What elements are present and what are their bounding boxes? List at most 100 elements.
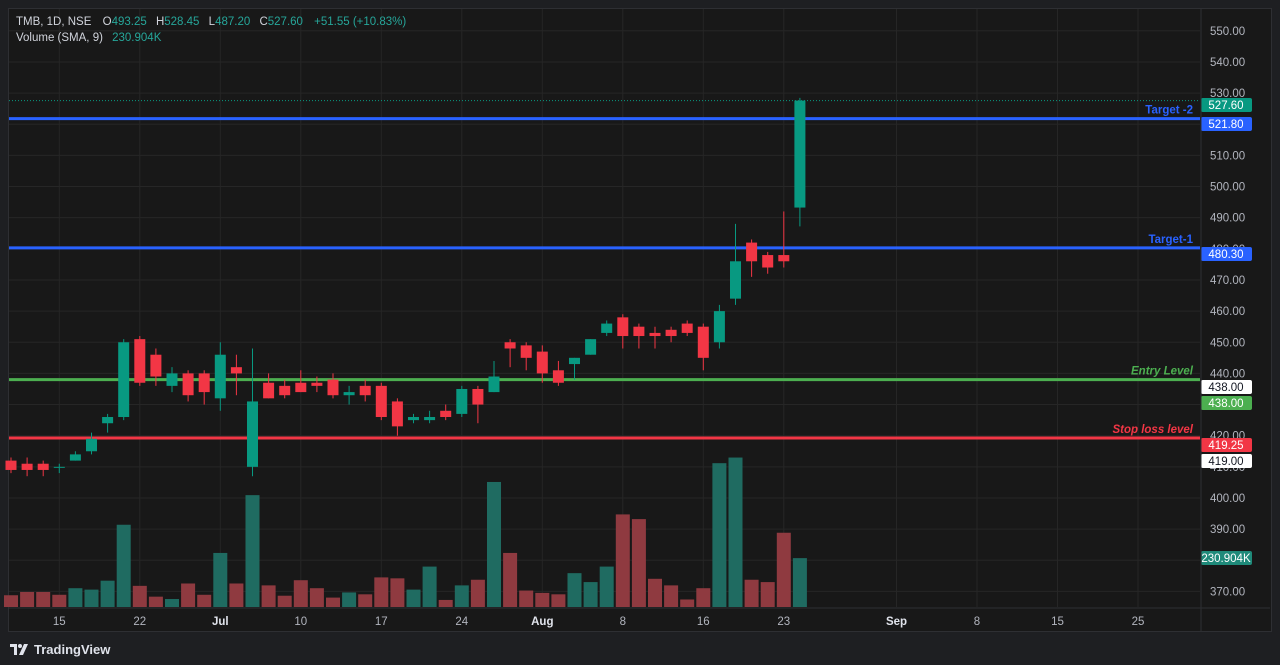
x-tick-label: 23: [777, 616, 790, 628]
candle-body: [504, 342, 516, 349]
volume-bar: [551, 594, 566, 607]
volume-bar: [728, 457, 743, 607]
volume-bar: [326, 597, 340, 607]
volume-bar: [4, 595, 18, 607]
y-tick-label: 440.00: [1210, 368, 1245, 380]
volume-bar: [197, 594, 212, 607]
volume-bar: [165, 599, 179, 607]
volume-bar: [68, 588, 83, 607]
stop-loss-alt-badge: 419.00: [1208, 456, 1243, 468]
candle-body: [794, 100, 806, 208]
candle-body: [649, 332, 661, 337]
label-target-1: Target-1: [1148, 234, 1193, 246]
volume-bar: [358, 594, 373, 607]
volume-bar: [776, 532, 791, 607]
volume-bar: [293, 580, 308, 607]
open-value: 493.25: [111, 16, 147, 28]
candle-body: [408, 417, 419, 421]
volume-bar: [374, 577, 389, 607]
volume-bar: [503, 552, 518, 607]
volume-bar: [181, 583, 196, 607]
volume-bar: [261, 585, 276, 607]
entry-badge-bg: [1201, 396, 1252, 410]
volume-legend: Volume (SMA, 9) 230.904K: [16, 32, 163, 44]
candle-body: [118, 342, 130, 418]
low-label: L: [208, 16, 216, 28]
candle-body: [166, 373, 178, 386]
x-tick-label: Aug: [531, 616, 553, 628]
candle-body: [440, 410, 452, 418]
volume-bar: [535, 592, 550, 607]
volume-bar: [599, 566, 614, 607]
volume-bar: [712, 463, 727, 607]
candle-body: [182, 373, 194, 396]
candle-body: [569, 357, 580, 365]
stop-loss-badge-bg: [1201, 438, 1252, 452]
price-chart[interactable]: Target -2 Target-1 Entry Level Stop loss le…: [0, 0, 1280, 632]
volume-bar: [20, 591, 35, 607]
volume-bar: [309, 588, 324, 607]
candle-body: [746, 242, 758, 262]
x-tick-label: 17: [375, 616, 388, 628]
footer-bar: TradingView: [0, 632, 1280, 665]
candle-body: [214, 354, 226, 399]
volume-bar: [84, 589, 99, 607]
y-tick-label: 540.00: [1210, 57, 1245, 69]
candle-body: [472, 388, 484, 405]
candle-body: [134, 339, 146, 383]
volume-bar: [519, 590, 534, 607]
volume-bar: [406, 589, 421, 607]
y-tick-label: 490.00: [1210, 213, 1245, 225]
stop-loss-badge: 419.25: [1208, 440, 1243, 452]
candle-body: [247, 401, 258, 467]
x-tick-label: 8: [620, 616, 626, 628]
candle-body: [343, 392, 355, 396]
volume-bar: [390, 578, 405, 607]
volume-bar: [245, 495, 260, 607]
y-tick-label: 460.00: [1210, 306, 1245, 318]
candle-body: [102, 417, 114, 424]
candle-body: [665, 329, 677, 337]
y-tick-label: 370.00: [1210, 586, 1245, 598]
x-tick-label: 15: [1051, 616, 1064, 628]
change-value: +51.55 (+10.83%): [314, 16, 407, 28]
entry-alt-badge-bg: [1201, 380, 1252, 394]
candle-body: [488, 376, 500, 393]
x-tick-label: 15: [53, 616, 66, 628]
volume-bar: [132, 585, 147, 607]
label-entry-level: Entry Level: [1131, 366, 1194, 378]
candle-body: [391, 401, 403, 427]
volume-bar: [36, 591, 51, 607]
x-tick-label: Sep: [886, 616, 907, 628]
entry-alt-badge: 438.00: [1208, 382, 1243, 394]
y-tick-label: 550.00: [1210, 26, 1245, 38]
y-tick-label: 510.00: [1210, 150, 1245, 162]
candle-body: [53, 466, 65, 468]
candle-body: [230, 367, 242, 374]
x-tick-label: 10: [294, 616, 307, 628]
candle-body: [681, 323, 693, 333]
x-tick-label: Jul: [212, 616, 229, 628]
volume-indicator-label: Volume (SMA, 9): [16, 32, 103, 44]
candle-body: [762, 255, 774, 268]
high-label: H: [155, 16, 165, 28]
candle-body: [295, 382, 307, 393]
volume-bar: [664, 585, 679, 607]
tradingview-logo[interactable]: TradingView: [10, 642, 110, 657]
close-label: C: [259, 16, 268, 28]
candle-body: [279, 385, 291, 396]
volume-bar: [744, 579, 759, 607]
last-price-badge: 527.60: [1208, 100, 1243, 112]
volume-badge-bg: [1201, 551, 1252, 565]
volume-bar: [148, 596, 163, 607]
volume-bar: [422, 566, 437, 607]
target-1-badge-bg: [1201, 247, 1252, 261]
candle-body: [5, 460, 17, 470]
candle-body: [263, 382, 275, 399]
volume-bar: [454, 585, 469, 607]
volume-indicator-value: 230.904K: [112, 32, 162, 44]
candle-body: [713, 311, 725, 343]
volume-bar: [792, 558, 807, 607]
volume-bar: [680, 599, 695, 607]
stop-loss-alt-badge-bg: [1201, 454, 1252, 468]
